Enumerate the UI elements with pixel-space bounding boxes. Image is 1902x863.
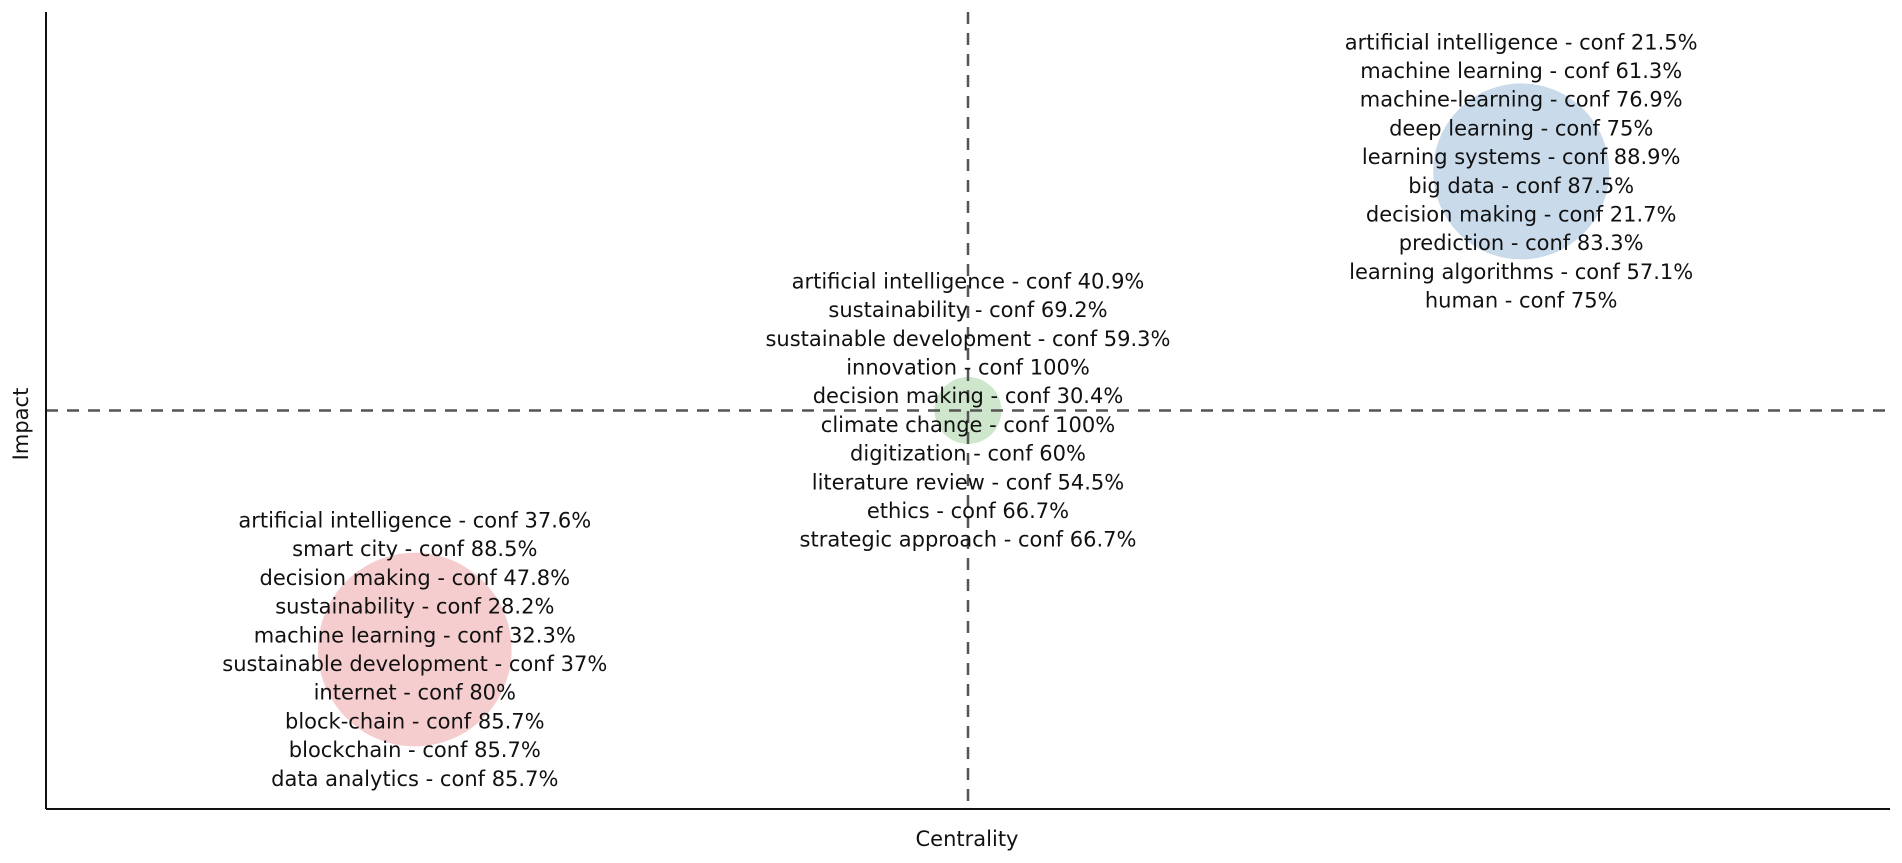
x-axis-title: Centrality (916, 827, 1019, 851)
cluster-3-keyword-label: block-chain - conf 85.7% (285, 709, 545, 733)
cluster-2-keyword-label: decision making - conf 30.4% (813, 384, 1124, 408)
cluster-1-keyword-label: machine learning - conf 61.3% (1360, 59, 1682, 83)
cluster-2-keyword-label: artificial intelligence - conf 40.9% (792, 269, 1145, 293)
cluster-2-keyword-label: digitization - conf 60% (850, 442, 1086, 466)
reference-lines (46, 12, 1890, 809)
cluster-1-keyword-label: artificial intelligence - conf 21.5% (1345, 30, 1698, 54)
cluster-2-keyword-label: innovation - conf 100% (846, 355, 1090, 379)
cluster-3-keyword-label: data analytics - conf 85.7% (271, 767, 558, 791)
y-axis-title: Impact (9, 388, 33, 461)
cluster-2-keyword-label: ethics - conf 66.7% (867, 499, 1069, 523)
cluster-1-keyword-label: learning algorithms - conf 57.1% (1349, 260, 1693, 284)
axes (45, 12, 1890, 810)
cluster-1-keyword-label: big data - conf 87.5% (1408, 174, 1634, 198)
cluster-2-keyword-label: sustainability - conf 69.2% (828, 298, 1107, 322)
cluster-1-keyword-label: prediction - conf 83.3% (1399, 231, 1644, 255)
cluster-3-keyword-label: decision making - conf 47.8% (259, 566, 570, 590)
cluster-1-keyword-label: decision making - conf 21.7% (1366, 202, 1677, 226)
cluster-1-keyword-label: deep learning - conf 75% (1389, 116, 1653, 140)
keyword-labels: artificial intelligence - conf 21.5% mach… (222, 30, 1697, 791)
cluster-3-keyword-label: internet - conf 80% (314, 681, 516, 705)
cluster-bubble-3 (318, 552, 512, 747)
cluster-1-keyword-label: machine-learning - conf 76.9% (1360, 88, 1683, 112)
cluster-2-keyword-label: sustainable development - conf 59.3% (765, 327, 1170, 351)
cluster-2-keyword-label: climate change - conf 100% (821, 413, 1115, 437)
cluster-3-keyword-label: sustainable development - conf 37% (222, 652, 607, 676)
cluster-3-keyword-label: smart city - conf 88.5% (292, 537, 537, 561)
cluster-bubble-2 (934, 377, 1002, 444)
cluster-2-keyword-label: strategic approach - conf 66.7% (800, 528, 1137, 552)
cluster-3-keyword-label: blockchain - conf 85.7% (289, 738, 541, 762)
cluster-3-keyword-label: sustainability - conf 28.2% (275, 595, 554, 619)
cluster-1-keyword-label: human - conf 75% (1425, 289, 1618, 313)
cluster-bubbles (318, 83, 1610, 747)
cluster-2-keyword-label: literature review - conf 54.5% (812, 470, 1125, 494)
cluster-bubble-1 (1433, 83, 1610, 260)
cluster-1-keyword-label: learning systems - conf 88.9% (1362, 145, 1681, 169)
cluster-3-keyword-label: machine learning - conf 32.3% (254, 623, 576, 647)
cluster-3-keyword-label: artificial intelligence - conf 37.6% (238, 508, 591, 532)
